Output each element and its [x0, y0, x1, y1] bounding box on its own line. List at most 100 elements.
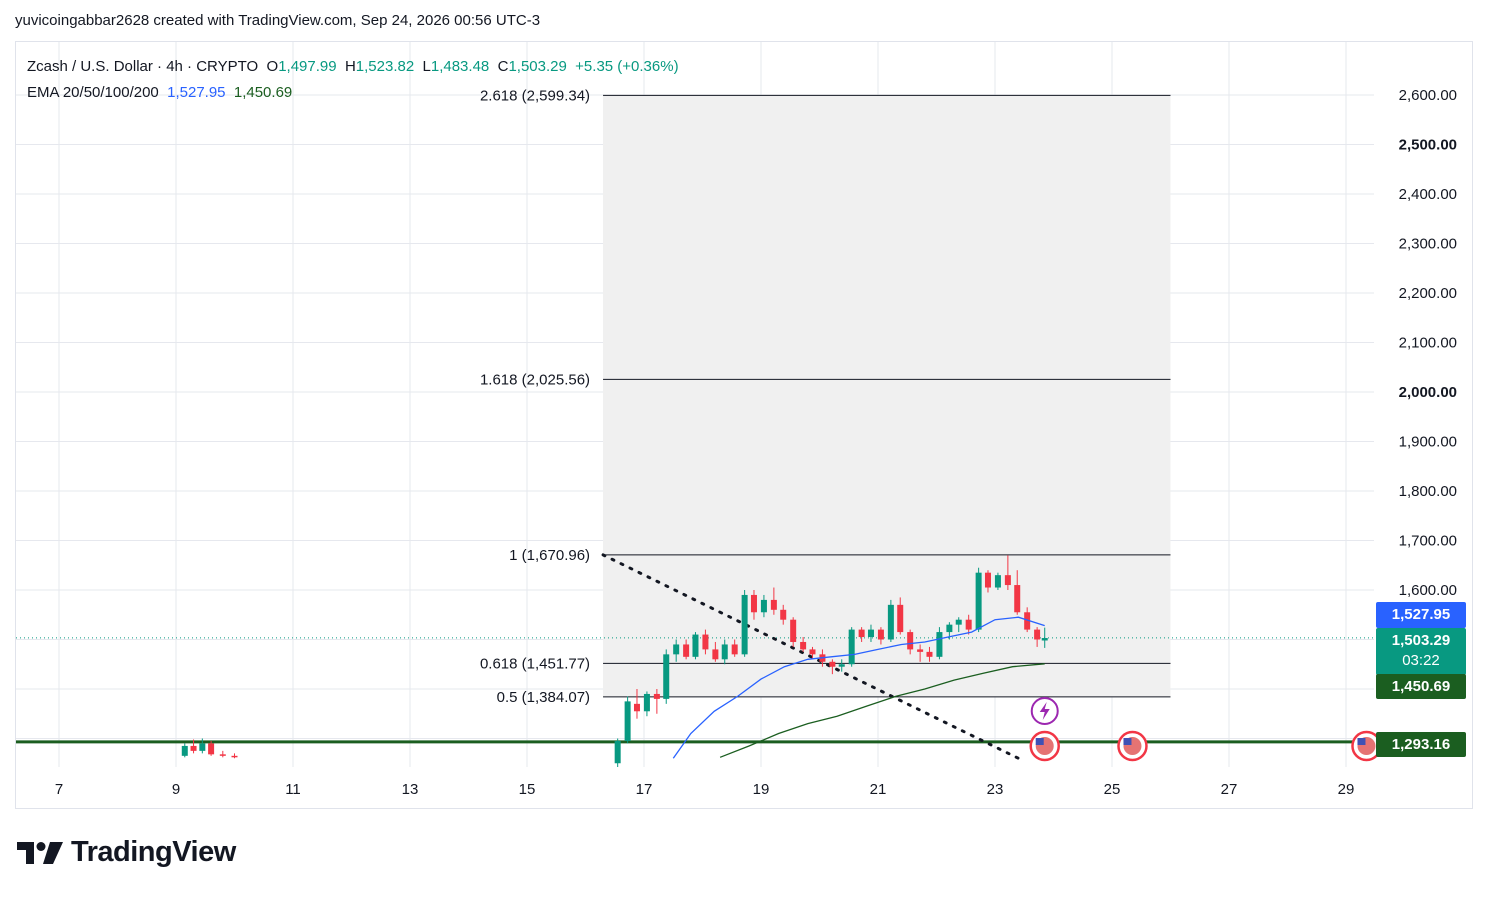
x-tick-label: 27 [1221, 781, 1238, 798]
chart-attribution: yuvicoingabbar2628 created with TradingV… [15, 12, 541, 29]
candle-body [624, 701, 631, 741]
candle-body [721, 644, 728, 660]
y-tick-label: 2,400.00 [1399, 186, 1457, 203]
chart-frame[interactable] [15, 41, 1473, 809]
candle-body [731, 644, 738, 655]
high-value: 1,523.82 [355, 58, 415, 75]
us-flag-canton-icon [1357, 738, 1366, 745]
fib-extension-zone[interactable] [603, 95, 1171, 697]
ema50-value: 1,450.69 [233, 84, 293, 101]
candle-body [673, 644, 680, 655]
y-tick-label: 1,600.00 [1399, 582, 1457, 599]
candle-body [760, 599, 767, 613]
candle-body [965, 619, 972, 630]
y-tick-label: 2,000.00 [1399, 384, 1457, 401]
open-value: 1,497.99 [278, 58, 337, 75]
change-value: +5.35 (+0.36%) [575, 58, 679, 75]
ema-row: EMA 20/50/100/200 1,527.95 1,450.69 [27, 80, 679, 106]
x-tick-label: 17 [636, 781, 653, 798]
last-price-value: 1,503.29 [1391, 632, 1451, 649]
candle-body [780, 609, 787, 620]
candle-body [1024, 612, 1031, 630]
ema-label[interactable]: EMA 20/50/100/200 [27, 84, 159, 101]
ema20-price-label: 1,527.95 [1376, 602, 1466, 628]
candle-body [1014, 585, 1021, 613]
candle-body [984, 572, 991, 588]
lightning-bolt-icon [1039, 702, 1050, 720]
tradingview-logo[interactable]: TradingView [17, 836, 236, 869]
x-tick-label: 21 [870, 781, 887, 798]
candle-body [231, 755, 238, 758]
ema50-price-label: 1,450.69 [1376, 674, 1466, 699]
fib-level-label: 1 (1,670.96) [509, 547, 590, 564]
symbol-title[interactable]: Zcash / U.S. Dollar · 4h · CRYPTO [27, 58, 259, 75]
us-flag-canton-icon [1123, 738, 1132, 745]
candle-body [955, 619, 962, 625]
low-value: 1,483.48 [430, 58, 490, 75]
y-tick-label: 1,900.00 [1399, 434, 1457, 451]
candle-body [1004, 575, 1011, 586]
hline-price-label: 1,293.16 [1376, 732, 1466, 757]
trend-line[interactable] [601, 553, 1020, 760]
candle-body [838, 664, 845, 667]
candle-body [653, 693, 660, 699]
tradingview-wordmark: TradingView [71, 836, 236, 868]
y-tick-label: 1,700.00 [1399, 533, 1457, 550]
candle-body [208, 743, 215, 755]
candle-body [1041, 638, 1048, 641]
x-tick-label: 9 [172, 781, 180, 798]
x-tick-label: 19 [753, 781, 770, 798]
candle-body [614, 740, 621, 764]
last-price-label: 1,503.29 03:22 [1376, 628, 1466, 675]
candle-body [219, 754, 226, 756]
candle-body [867, 629, 874, 638]
fib-level-label: 2.618 (2,599.34) [480, 87, 590, 104]
y-tick-label: 2,300.00 [1399, 236, 1457, 253]
fib-level-label: 1.618 (2,025.56) [480, 371, 590, 388]
candle-body [199, 743, 206, 751]
candle-body [702, 634, 709, 650]
candle-body [975, 572, 982, 630]
candle-body [917, 649, 924, 652]
candle-body [858, 629, 865, 638]
x-tick-label: 13 [402, 781, 419, 798]
candle-body [712, 649, 719, 660]
candle-body [190, 745, 197, 751]
candle-body [887, 604, 894, 640]
x-tick-label: 25 [1104, 781, 1121, 798]
candle-body [692, 634, 699, 657]
candle-body [770, 599, 777, 610]
candle-body [994, 575, 1001, 588]
us-flag-canton-icon [1035, 738, 1044, 745]
candle-body [936, 632, 943, 657]
candle-body [181, 745, 188, 756]
fib-level-label: 0.618 (1,451.77) [480, 655, 590, 672]
candle-body [800, 641, 807, 650]
candle-body [926, 651, 933, 657]
x-tick-label: 23 [987, 781, 1004, 798]
high-label: H [344, 58, 356, 75]
candle-body [897, 604, 904, 633]
candle-body [829, 661, 836, 667]
x-tick-label: 15 [519, 781, 536, 798]
ema20-line [672, 616, 1045, 759]
candle-body [877, 629, 884, 640]
candle-body [683, 644, 690, 657]
candle-body [643, 693, 650, 712]
candle-body [741, 594, 748, 655]
candle-body [946, 624, 953, 633]
open-label: O [266, 58, 279, 75]
chart-legend: Zcash / U.S. Dollar · 4h · CRYPTO O1,497… [27, 54, 679, 106]
y-tick-label: 2,500.00 [1399, 137, 1457, 154]
candle-body [1034, 629, 1041, 640]
ema20-value: 1,527.95 [167, 84, 226, 101]
y-tick-label: 2,600.00 [1399, 87, 1457, 104]
tradingview-mark-icon [17, 841, 63, 864]
fib-level-label: 0.5 (1,384.07) [497, 689, 590, 706]
close-label: C [497, 58, 509, 75]
y-tick-label: 2,100.00 [1399, 335, 1457, 352]
candle-body [907, 632, 914, 650]
y-tick-label: 2,200.00 [1399, 285, 1457, 302]
ema50-line [719, 663, 1045, 758]
